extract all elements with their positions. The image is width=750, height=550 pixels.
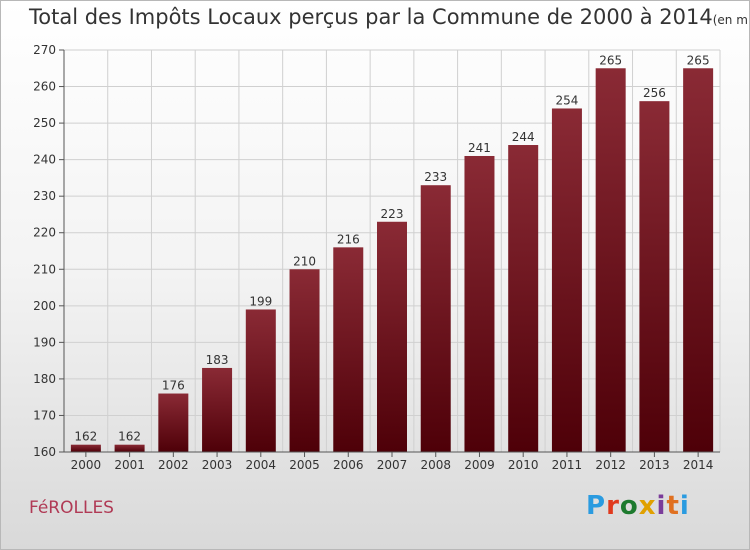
bar-label-2002: 176 <box>162 379 185 393</box>
bar-label-2005: 210 <box>293 254 316 268</box>
y-tick-label-240: 240 <box>33 153 56 167</box>
x-tick-label-2000: 2000 <box>71 458 102 472</box>
y-tick-label-270: 270 <box>33 43 56 57</box>
x-tick-label-2014: 2014 <box>683 458 714 472</box>
bar-2009 <box>464 155 495 452</box>
bar-2008 <box>420 185 451 452</box>
x-tick-label-2006: 2006 <box>333 458 364 472</box>
logo-letter: x <box>638 491 657 521</box>
y-tick-label-250: 250 <box>33 116 56 130</box>
bar-label-2001: 162 <box>118 430 141 444</box>
x-tick-label-2013: 2013 <box>639 458 670 472</box>
x-tick-label-2012: 2012 <box>595 458 626 472</box>
x-tick-label-2001: 2001 <box>114 458 145 472</box>
bar-2007 <box>377 221 407 452</box>
bar-label-2012: 265 <box>599 53 622 67</box>
chart-unit-note: (en milliers d'€) <box>712 13 750 27</box>
axes: 160 170 180 190 200 210 220 230 240 250 260 270 2000… <box>33 43 720 472</box>
data-labels: 162 162 176 183 199 210 216 223 233 241 244 254 265 2… <box>74 53 709 443</box>
bar-label-2014: 265 <box>687 53 710 67</box>
bar-2014 <box>683 68 714 452</box>
bar-2011 <box>551 108 582 453</box>
y-tick-label-170: 170 <box>33 408 56 422</box>
bar-label-2006: 216 <box>337 232 360 246</box>
logo-letter: t <box>666 491 680 521</box>
bars <box>70 68 714 453</box>
bar-label-2013: 256 <box>643 86 666 100</box>
bar-label-2008: 233 <box>424 170 447 184</box>
logo-letter: P <box>586 491 607 521</box>
x-tick-label-2003: 2003 <box>202 458 233 472</box>
logo-letter: r <box>606 491 620 521</box>
bar-2013 <box>639 101 670 452</box>
bar-2012 <box>595 68 626 452</box>
y-tick-label-160: 160 <box>33 445 56 459</box>
bar-2005 <box>289 269 320 452</box>
y-tick-label-210: 210 <box>33 262 56 276</box>
x-tick-label-2004: 2004 <box>246 458 277 472</box>
bar-label-2000: 162 <box>74 430 97 444</box>
bar-label-2011: 254 <box>555 93 578 107</box>
bar-2001 <box>114 444 145 452</box>
logo-letter: i <box>656 491 667 521</box>
x-tick-label-2009: 2009 <box>464 458 495 472</box>
chart-title-text: Total des Impôts Locaux perçus par la Co… <box>29 5 713 29</box>
bar-label-2010: 244 <box>512 130 535 144</box>
y-tick-label-260: 260 <box>33 80 56 94</box>
x-tick-label-2005: 2005 <box>289 458 320 472</box>
bar-label-2009: 241 <box>468 141 491 155</box>
logo-letter: i <box>679 491 690 521</box>
x-tick-label-2007: 2007 <box>377 458 408 472</box>
bar-label-2004: 199 <box>249 294 272 308</box>
y-tick-label-180: 180 <box>33 372 56 386</box>
commune-name: FéROLLES <box>29 498 114 518</box>
bar-label-2007: 223 <box>381 207 404 221</box>
x-tick-label-2011: 2011 <box>552 458 583 472</box>
y-tick-label-230: 230 <box>33 189 56 203</box>
y-tick-label-190: 190 <box>33 335 56 349</box>
x-tick-label-2008: 2008 <box>420 458 451 472</box>
x-tick-label-2010: 2010 <box>508 458 539 472</box>
bar-2002 <box>158 393 189 452</box>
chart-title: Total des Impôts Locaux perçus par la Co… <box>29 5 750 29</box>
bar-2004 <box>245 309 276 452</box>
y-tick-label-220: 220 <box>33 226 56 240</box>
bar-2010 <box>508 145 539 452</box>
x-tick-label-2002: 2002 <box>158 458 189 472</box>
y-tick-label-200: 200 <box>33 299 56 313</box>
bar-label-2003: 183 <box>206 353 229 367</box>
bar-2000 <box>70 444 101 452</box>
proxiti-logo: Proxiti <box>586 491 690 521</box>
bar-2006 <box>333 247 364 452</box>
bar-2003 <box>202 367 233 452</box>
logo-letter: o <box>619 491 639 521</box>
